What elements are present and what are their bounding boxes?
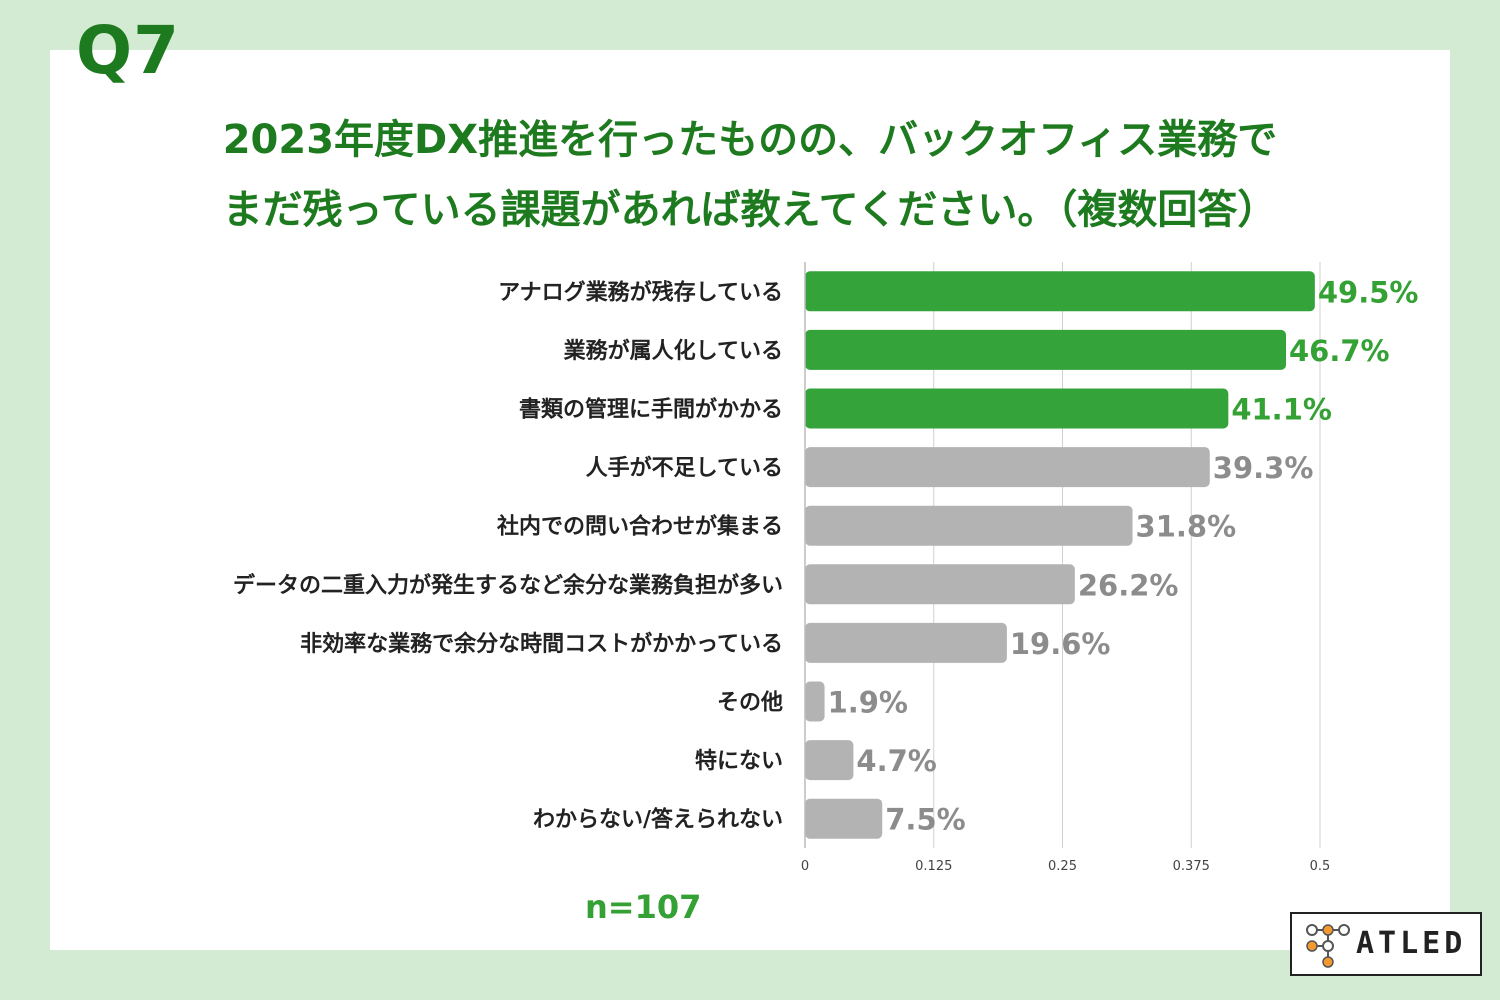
- x-tick-label: 0.5: [1310, 859, 1331, 874]
- data-label: 46.7%: [1289, 334, 1390, 368]
- category-label: 業務が属人化している: [564, 338, 783, 364]
- bar: [805, 740, 854, 781]
- logo-text: ATLED: [1356, 926, 1467, 961]
- atled-logo: ATLED: [1290, 912, 1482, 976]
- bar: [805, 681, 825, 722]
- category-label: その他: [717, 691, 783, 716]
- data-label: 39.3%: [1213, 451, 1314, 485]
- category-label: 書類の管理に手間がかかる: [519, 397, 783, 423]
- category-label: 特にない: [695, 748, 783, 774]
- x-tick-label: 0: [801, 859, 809, 874]
- bar: [805, 622, 1007, 663]
- data-label: 1.9%: [828, 686, 908, 720]
- data-label: 26.2%: [1078, 568, 1179, 602]
- bar: [805, 564, 1075, 605]
- sample-size: n=107: [585, 888, 702, 926]
- question-title-line-2: まだ残っている課題があれば教えてください。（複数回答）: [222, 187, 1278, 233]
- category-label: わからない/答えられない: [533, 807, 783, 833]
- x-tick-label: 0.375: [1173, 859, 1210, 874]
- category-label: アナログ業務が残存している: [498, 279, 783, 305]
- data-label: 31.8%: [1136, 510, 1237, 544]
- logo-mark-icon: [1306, 924, 1350, 968]
- question-title-line-1: 2023年度DX推進を行ったものの、バックオフィス業務で: [222, 117, 1278, 163]
- category-label: データの二重入力が発生するなど余分な業務負担が多い: [233, 572, 783, 598]
- category-label: 人手が不足している: [586, 455, 783, 481]
- x-tick-label: 0.125: [915, 859, 952, 874]
- bar: [805, 447, 1210, 488]
- data-label: 49.5%: [1318, 275, 1419, 309]
- category-label: 社内での問い合わせが集まる: [497, 514, 783, 540]
- data-label: 4.7%: [856, 744, 936, 778]
- bar: [805, 388, 1229, 429]
- question-number: Q7: [76, 12, 181, 89]
- x-tick-label: 0.25: [1048, 859, 1077, 874]
- data-label: 7.5%: [885, 803, 965, 837]
- bar: [805, 505, 1133, 546]
- chart-card: [50, 50, 1450, 950]
- bar: [805, 798, 883, 839]
- bar: [805, 329, 1287, 370]
- bar: [805, 271, 1315, 312]
- data-label: 41.1%: [1231, 393, 1332, 427]
- data-label: 19.6%: [1010, 627, 1111, 661]
- category-label: 非効率な業務で余分な時間コストがかかっている: [300, 631, 783, 657]
